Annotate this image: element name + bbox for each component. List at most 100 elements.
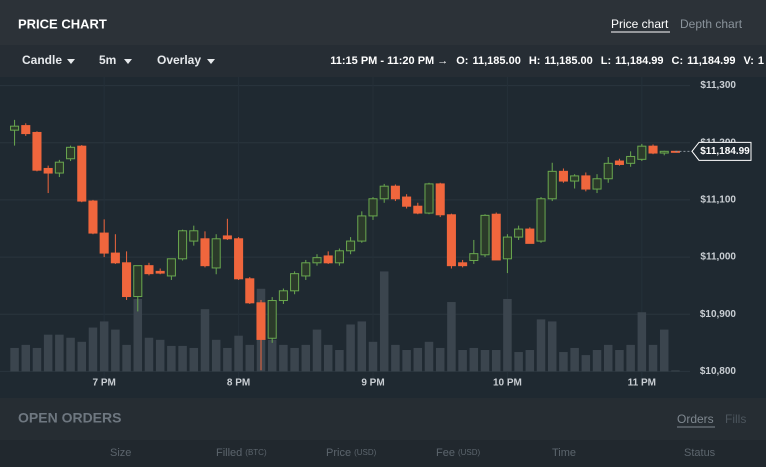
dropdown-caret: [67, 59, 75, 64]
volume-bar: [178, 345, 187, 372]
stat-value: 11,185.00: [544, 55, 592, 67]
candle-body: [514, 228, 524, 238]
candle-body: [402, 196, 412, 207]
stat-value: 1: [758, 55, 764, 67]
panel-title: PRICE CHART: [18, 16, 107, 31]
candle-body: [32, 131, 42, 171]
candle-body: [77, 145, 87, 202]
volume-bar: [144, 337, 154, 372]
stat-label: V:: [743, 55, 753, 67]
volume-bar: [279, 344, 288, 372]
column-name: Price: [326, 447, 351, 459]
volume-bar: [648, 344, 658, 372]
tab[interactable]: Price chart: [611, 17, 669, 31]
volume-bar: [155, 339, 165, 372]
candle-body: [390, 185, 400, 200]
header-bar: [0, 0, 766, 45]
orders-columns-bar: [0, 440, 766, 467]
candle-body: [21, 125, 31, 135]
stat-value: 11,184.99: [615, 55, 663, 67]
volume-bar: [10, 347, 19, 372]
candle-body: [413, 205, 423, 214]
volume-bar: [480, 349, 490, 372]
candle-body: [189, 230, 199, 242]
x-tick-label: 11 PM: [628, 378, 656, 389]
volume-bar: [424, 341, 434, 372]
last-price-label: $11,184.99: [700, 146, 750, 157]
y-tick-label: $11,100: [700, 195, 736, 206]
menu[interactable]: Candle: [22, 53, 62, 67]
volume-bar: [447, 302, 456, 372]
stat-label: L:: [601, 55, 611, 67]
candle-body: [558, 170, 568, 182]
candle-body: [659, 150, 669, 154]
candle-body: [469, 253, 479, 262]
column-header: Price (USD): [326, 447, 377, 459]
candle-body: [446, 214, 456, 267]
candle-body: [43, 167, 53, 174]
candle-body: [424, 183, 434, 214]
candle-body: [267, 300, 277, 339]
volume-bar: [514, 352, 523, 372]
x-tick-label: 7 PM: [93, 378, 116, 389]
volume-bar: [368, 341, 378, 372]
y-tick-label: $11,300: [700, 80, 736, 91]
orders-header-bar: [0, 398, 766, 440]
volume-bar: [234, 335, 243, 372]
candle-info: 11:15 PM - 11:20 PM → O: 11,185.00 H: 11,185…: [330, 55, 764, 67]
volume-bar: [570, 347, 579, 372]
candle-body: [502, 236, 512, 260]
dropdown-caret: [207, 59, 215, 64]
candle-body: [435, 183, 445, 216]
candle-body: [581, 175, 591, 190]
x-tick-label: 9 PM: [361, 378, 384, 389]
dropdown-caret: [124, 59, 132, 64]
volume-bar: [536, 319, 546, 372]
volume-bar: [391, 344, 400, 372]
tab[interactable]: Fills: [725, 412, 746, 426]
candle-body: [222, 235, 232, 240]
tab[interactable]: Depth chart: [680, 17, 743, 31]
volume-bar: [413, 347, 423, 372]
volume-bar: [659, 329, 669, 372]
volume-bar: [88, 327, 98, 372]
column-name: Fee: [436, 447, 455, 459]
candle-body: [99, 232, 109, 254]
tab[interactable]: Orders: [677, 412, 714, 426]
candle-body: [312, 257, 322, 264]
volume-bar: [267, 339, 277, 372]
menu[interactable]: Overlay: [157, 53, 201, 67]
volume-bar: [458, 349, 467, 372]
stat-value: 11,184.99: [687, 55, 735, 67]
stat-label: C:: [672, 55, 684, 67]
volume-bar: [637, 312, 647, 372]
stat-label: O:: [456, 55, 468, 67]
candle-body: [603, 162, 613, 180]
volume-bar: [211, 339, 221, 372]
candle-body: [626, 155, 636, 164]
range: 11:15 PM - 11:20 PM →: [330, 55, 448, 67]
column-header: Size: [110, 447, 131, 459]
column-headers: Size Filled (BTC) Price (USD) Fee (USD) Time Sta…: [110, 447, 716, 459]
volume-bar: [559, 352, 568, 372]
candle-body: [458, 262, 468, 267]
stat-value: 11,185.00: [472, 55, 520, 67]
candle-body: [155, 270, 165, 274]
volume-bar: [43, 334, 53, 372]
column-header: Status: [684, 447, 716, 459]
candle-body: [200, 238, 210, 267]
candle-body: [592, 178, 602, 190]
candle-body: [547, 170, 557, 200]
candle-body: [245, 278, 255, 304]
volume-bar: [626, 344, 635, 372]
menu[interactable]: 5m: [99, 53, 116, 67]
plot: $10,800$10,900$11,000$11,100$11,200$11,3…: [0, 77, 752, 389]
column-header: Time: [552, 447, 576, 459]
candle-body: [379, 185, 389, 200]
volume-bar: [312, 329, 322, 372]
candle-body: [637, 145, 647, 160]
candle-body: [122, 262, 132, 298]
candle-body: [88, 200, 98, 234]
candle-body: [648, 145, 658, 154]
volume-bar: [290, 347, 299, 372]
